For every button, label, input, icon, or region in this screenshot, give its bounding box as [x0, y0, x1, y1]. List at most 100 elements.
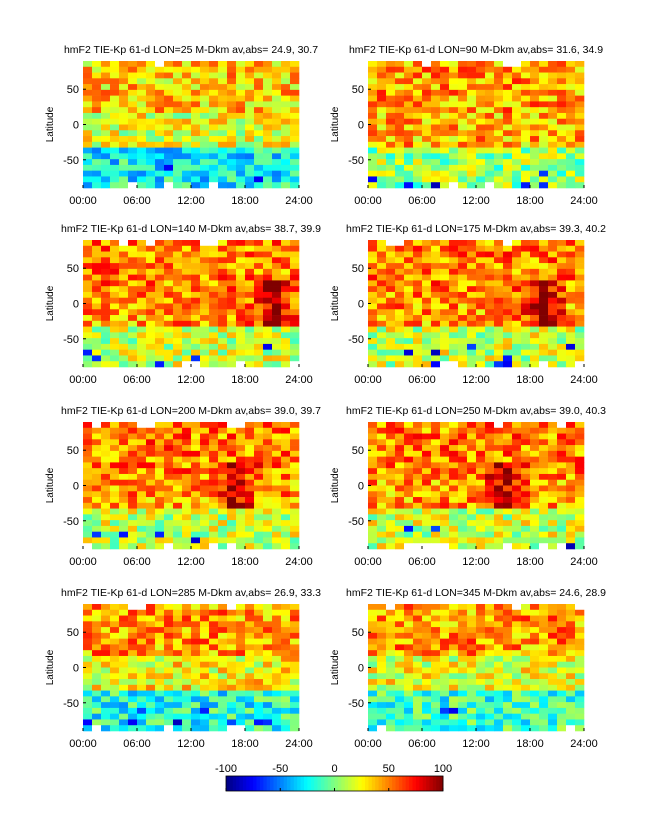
heatmap-cell [245, 130, 255, 137]
heatmap-cell [128, 543, 138, 550]
heatmap-cell [236, 84, 246, 91]
heatmap-cell [110, 107, 120, 114]
heatmap-cell [281, 445, 291, 452]
heatmap-cell [290, 531, 300, 538]
heatmap-cell [512, 525, 522, 532]
heatmap-cell [110, 609, 120, 616]
heatmap-cell [440, 320, 450, 327]
heatmap-cell [290, 107, 300, 114]
heatmap-cell [395, 153, 405, 160]
heatmap-cell [146, 690, 156, 697]
heatmap-cell [92, 112, 102, 120]
heatmap-cell [281, 291, 291, 299]
heatmap-cell [476, 690, 486, 697]
heatmap-cell [92, 136, 102, 143]
heatmap-cell [164, 124, 174, 131]
heatmap-cell [548, 690, 558, 697]
colorbar-tick-label: -100 [215, 763, 237, 775]
heatmap-cell [548, 309, 558, 316]
heatmap-cell [164, 176, 174, 183]
heatmap-cell [128, 72, 138, 79]
heatmap-cell [110, 170, 120, 177]
heatmap-cell [431, 456, 441, 463]
heatmap-cell [146, 118, 156, 125]
heatmap-cell [575, 332, 585, 339]
heatmap-cell [467, 118, 477, 125]
heatmap-cell [155, 153, 165, 160]
heatmap-cell [386, 130, 396, 137]
heatmap-cell [422, 514, 432, 521]
heatmap-cell [137, 644, 147, 651]
heatmap-cell [245, 450, 255, 457]
heatmap-cell [281, 361, 291, 368]
heatmap-cell [458, 66, 468, 73]
heatmap-cell [512, 707, 522, 714]
heatmap-cell [539, 468, 549, 475]
heatmap-cell [83, 130, 93, 137]
heatmap-cell [128, 621, 138, 628]
heatmap-cell [548, 456, 558, 463]
heatmap-cell [272, 297, 282, 304]
heatmap-cell [191, 485, 201, 492]
heatmap-cell [377, 719, 387, 726]
heatmap-cell [263, 78, 273, 85]
heatmap-cell [200, 297, 210, 304]
heatmap-cell [458, 609, 468, 616]
heatmap-cell [236, 274, 246, 281]
heatmap-cell [218, 661, 228, 668]
x-tick-label: 18:00 [231, 556, 259, 568]
heatmap-cell [368, 315, 378, 322]
y-tick-label: -50 [63, 698, 79, 710]
heatmap-cell [494, 468, 504, 475]
heatmap-cell [119, 427, 129, 434]
colorbar-swatch [283, 776, 288, 791]
heatmap-cell [467, 497, 477, 504]
heatmap-cell [467, 291, 477, 299]
heatmap-cell [458, 101, 468, 108]
heatmap-cell [449, 361, 459, 368]
heatmap-cell [290, 439, 300, 446]
heatmap-cell [155, 95, 165, 102]
heatmap-cell [449, 141, 459, 148]
heatmap-cell [137, 280, 147, 287]
heatmap-cell [209, 543, 219, 550]
heatmap-cell [557, 456, 567, 463]
heatmap-cell [83, 632, 93, 639]
heatmap-cell [503, 690, 513, 697]
heatmap-cell [431, 95, 441, 102]
heatmap-cell [431, 725, 441, 732]
heatmap-cell [254, 107, 264, 114]
heatmap-cell [218, 632, 228, 639]
heatmap-cell [566, 130, 576, 137]
heatmap-cell [395, 320, 405, 327]
heatmap-cell [101, 118, 111, 125]
heatmap-cell [110, 72, 120, 79]
heatmap-cell [281, 286, 291, 293]
heatmap-cell [101, 462, 111, 469]
heatmap-cell [146, 422, 156, 429]
heatmap-cell [137, 315, 147, 322]
colorbar-swatch [236, 776, 240, 791]
heatmap-cell [101, 650, 111, 657]
heatmap-cell [575, 182, 585, 189]
heatmap-cell [209, 263, 219, 270]
heatmap-cell [200, 84, 210, 91]
heatmap-cell [128, 609, 138, 616]
heatmap-cell [110, 263, 120, 270]
heatmap-cell [254, 667, 264, 674]
heatmap-cell [218, 355, 228, 362]
heatmap-cell [92, 422, 102, 429]
heatmap-cell [236, 508, 246, 515]
heatmap-cell [209, 679, 219, 686]
heatmap-cell [281, 320, 291, 327]
heatmap-cell [92, 280, 102, 287]
heatmap-cell [521, 696, 531, 703]
heatmap-cell [290, 291, 300, 299]
heatmap-cell [236, 439, 246, 446]
heatmap-cell [431, 240, 441, 247]
heatmap-cell [173, 609, 183, 616]
heatmap-cell [263, 707, 273, 714]
heatmap-cell [83, 462, 93, 469]
heatmap-cell [539, 638, 549, 645]
heatmap-cell [377, 615, 387, 622]
